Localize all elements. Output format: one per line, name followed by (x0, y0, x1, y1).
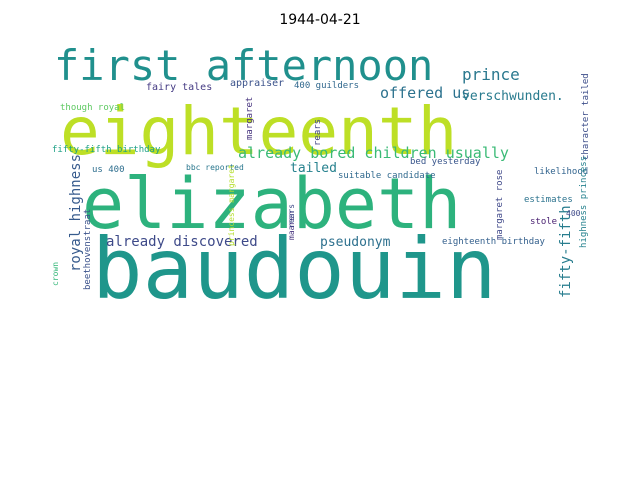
word-28: eighteenth birthday (442, 237, 546, 247)
word-26: princess margaret (227, 164, 236, 246)
word-7: verschwunden. (462, 89, 564, 104)
word-12: tailed (290, 161, 337, 176)
word-1: eighteenth (60, 93, 457, 170)
word-34: 400 (566, 209, 581, 218)
word-25: bbc reported (186, 163, 244, 172)
word-6: offered us (380, 84, 470, 102)
word-27: margaret rose (495, 170, 505, 240)
word-10: already discovered (106, 234, 258, 250)
word-21: suitable candidate (338, 171, 436, 181)
word-11: pseudonym (320, 235, 391, 250)
word-18: margaret (245, 97, 255, 140)
word-13: fairy tales (146, 82, 212, 93)
word-16: though royal (60, 103, 125, 113)
word-4: already bored children usually (238, 144, 509, 162)
word-35: maaren (287, 211, 296, 240)
chart-title: 1944-04-21 (279, 12, 361, 28)
word-36: rears (287, 204, 296, 228)
word-17: fifty-fifth birthday (52, 145, 161, 155)
word-15: 400 guilders (294, 81, 359, 91)
word-29: beethovenstraat (83, 209, 93, 290)
word-2: elizabeth (82, 163, 461, 245)
word-8: fifty-fifth (558, 205, 574, 298)
word-22: likelihood (534, 167, 588, 177)
word-31: stole (530, 217, 557, 227)
word-32: highness princess (579, 156, 589, 248)
word-33: crown (51, 262, 60, 286)
word-20: bed yesterday (410, 157, 481, 167)
word-30: estimates (524, 195, 573, 205)
word-14: appraiser (230, 78, 284, 89)
word-19: rears (313, 119, 323, 146)
word-24: us 400 (92, 165, 125, 175)
word-23: character tailed (581, 73, 590, 160)
word-3: first afternoon (54, 41, 433, 90)
word-5: prince (462, 65, 520, 84)
word-9: royal highness (68, 154, 84, 272)
word-0: baudouin (92, 220, 497, 306)
word-cloud: baudouin eighteenth elizabeth first afterno… (50, 36, 590, 306)
